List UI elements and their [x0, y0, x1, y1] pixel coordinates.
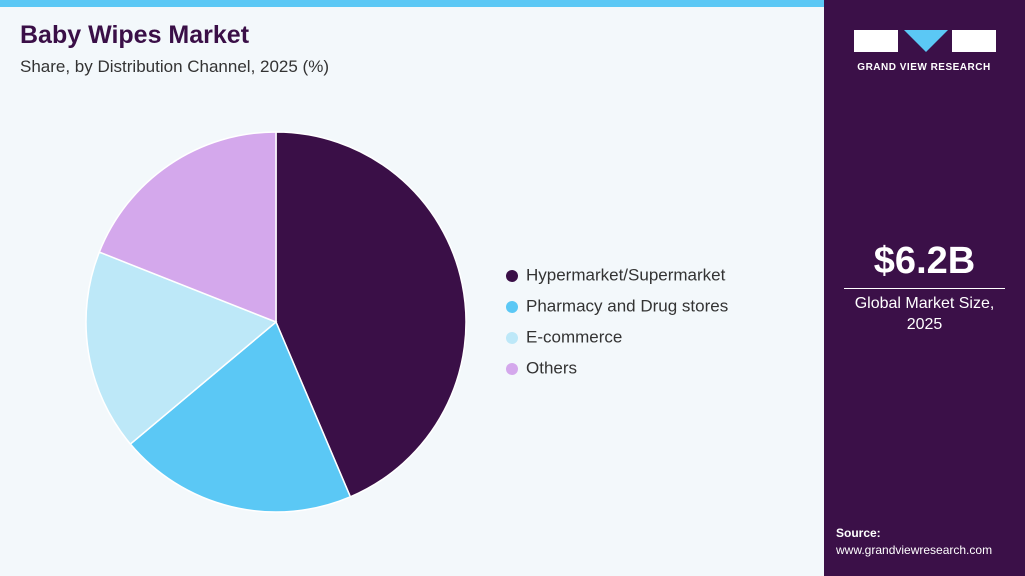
- source-label: Source:: [836, 526, 881, 540]
- pie-slice: [85, 251, 278, 446]
- legend-swatch: [506, 270, 518, 282]
- legend-swatch: [506, 363, 518, 375]
- chart-title: Baby Wipes Market: [20, 21, 250, 49]
- market-size-label: Global Market Size, 2025: [854, 295, 995, 333]
- legend-label: Hypermarket/Supermarket: [526, 265, 726, 284]
- pie-slice: [129, 320, 352, 513]
- legend-label: E-commerce: [526, 327, 622, 346]
- source-url: www.grandviewresearch.com: [836, 543, 993, 557]
- brand: GRAND VIEW RESEARCH: [857, 62, 990, 73]
- legend-label: Others: [526, 358, 577, 377]
- logo: GRAND VIEW RESEARCH: [854, 30, 996, 73]
- divider: [844, 288, 1005, 289]
- market-size: $6.2B: [873, 240, 976, 282]
- top-strip: [0, 0, 824, 7]
- legend-label: Pharmacy and Drug stores: [526, 296, 728, 315]
- logo-block: [854, 30, 898, 52]
- pie-slice: [275, 131, 467, 498]
- pie-slice: [98, 131, 277, 324]
- legend-swatch: [506, 301, 518, 313]
- chart-subtitle: Share, by Distribution Channel, 2025 (%): [20, 57, 329, 76]
- legend-swatch: [506, 332, 518, 344]
- side-panel: GRAND VIEW RESEARCH $6.2B Global Market …: [824, 0, 1025, 576]
- logo-block: [952, 30, 996, 52]
- chart: Baby Wipes Market Share, by Distribution…: [0, 0, 824, 513]
- logo-triangle: [904, 30, 948, 52]
